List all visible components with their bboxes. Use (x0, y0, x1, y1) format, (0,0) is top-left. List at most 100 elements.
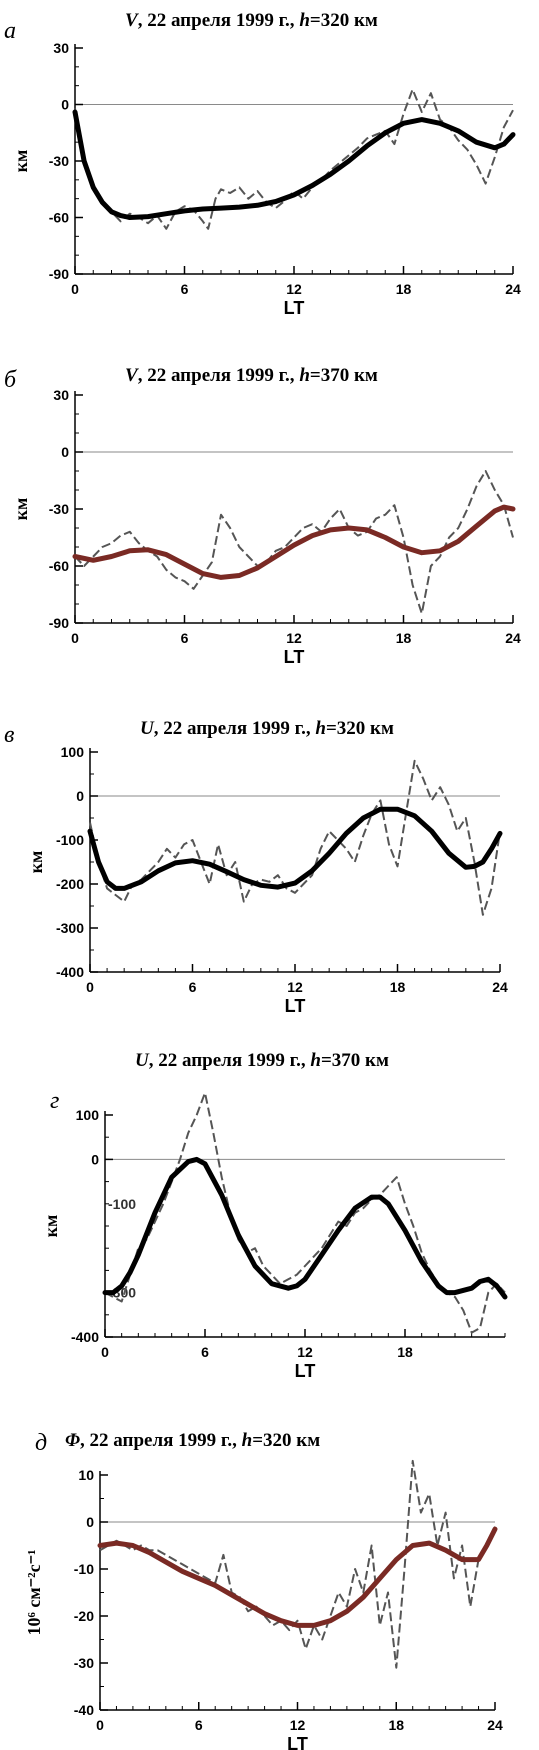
y-tick-label: 10 (78, 1467, 94, 1483)
x-tick-label: 24 (492, 979, 508, 995)
panel-label: г (50, 1088, 60, 1114)
y-axis-label: 10⁶ см⁻²с⁻¹ (24, 1550, 44, 1636)
chart-title: U, 22 апреля 1999 г., h=320 км (140, 718, 394, 740)
x-tick-label: 24 (505, 630, 521, 646)
title-date: , 22 апреля 1999 г., (137, 365, 300, 386)
y-tick-label: 30 (53, 387, 69, 403)
y-tick-label: 0 (76, 788, 84, 804)
data-dashed-line (99, 1459, 496, 1669)
y-tick-label: -10 (74, 1561, 94, 1577)
fit-curve-line (72, 109, 516, 220)
x-axis-label: LT (285, 996, 306, 1016)
data-dashed-line (104, 1091, 506, 1334)
y-axis-label: км (11, 150, 31, 173)
y-tick-label: 0 (91, 1151, 99, 1167)
chart-panel-a: а V, 22 апреля 1999 г., h=320 км -90 -60-… (0, 0, 539, 340)
title-date: , 22 апреля 1999 г., (137, 10, 300, 31)
y-tick-label: 0 (61, 97, 69, 113)
y-tick-label: 30 (53, 40, 69, 56)
y-tick-label: 100 (61, 744, 85, 760)
x-axis-label: LT (284, 647, 305, 667)
y-tick-label: -20 (74, 1608, 94, 1624)
y-axis-label: км (11, 498, 31, 521)
y-tick-label: 0 (86, 1514, 94, 1530)
plot-d: -40 -30 -20 -10 0 10 0 6 12 18 24 LT 10⁶ см⁻²с⁻¹ (24, 1459, 503, 1750)
fit-curve-line (87, 806, 503, 891)
x-tick-label: 6 (189, 979, 197, 995)
x-axis-label: LT (287, 1734, 308, 1750)
plot-v: -400 -300 -200 -100 0 100 0 6 12 18 24 LT км (26, 744, 508, 1016)
y-tick-label: -30 (74, 1655, 94, 1671)
y-tick-label: -60 (49, 558, 69, 574)
panel-label: д (35, 1430, 48, 1456)
x-tick-label: 18 (397, 1344, 413, 1360)
title-altitude: =370 км (309, 365, 378, 386)
chart-panel-g: U, 22 апреля 1999 г., h=370 км г -400 0 10… (0, 1050, 539, 1400)
fit-curve-line (72, 504, 516, 580)
title-h: h (299, 10, 310, 31)
x-tick-label: 12 (290, 1717, 306, 1733)
title-variable: U (135, 1050, 149, 1071)
x-tick-label: 12 (287, 979, 303, 995)
x-tick-label: 6 (181, 281, 189, 297)
title-altitude: =320 км (325, 718, 394, 739)
panel-label: б (4, 367, 17, 393)
y-tick-label: -90 (49, 266, 69, 282)
x-tick-label: 0 (96, 1717, 104, 1733)
x-tick-label: 18 (390, 979, 406, 995)
x-tick-label: 0 (71, 630, 79, 646)
x-tick-label: 12 (286, 281, 302, 297)
chart-panel-d: д Φ, 22 апреля 1999 г., h=320 км -40 -30-… (0, 1400, 539, 1750)
y-tick-label: -30 (49, 501, 69, 517)
x-axis-label: LT (295, 1361, 316, 1381)
x-tick-label: 0 (101, 1344, 109, 1360)
title-h: h (241, 1430, 253, 1451)
title-altitude: =370 км (320, 1050, 389, 1071)
x-tick-label: 0 (86, 979, 94, 995)
chart-panel-v: в U, 22 апреля 1999 г., h=320 км -400 -30… (0, 710, 539, 1060)
x-tick-label: 18 (396, 630, 412, 646)
y-tick-label: -40 (74, 1702, 94, 1718)
panel-label: а (4, 18, 16, 44)
y-tick-label: -90 (49, 615, 69, 631)
x-tick-label: 18 (396, 281, 412, 297)
y-tick-label: -30 (49, 153, 69, 169)
y-tick-label: 100 (76, 1107, 100, 1123)
chart-panel-b: б V, 22 апреля 1999 г., h=370 км -90 -60-… (0, 355, 539, 695)
x-tick-label: 12 (286, 630, 302, 646)
fit-curve-line (102, 1156, 508, 1300)
y-tick-label: -100 (56, 832, 84, 848)
x-tick-label: 24 (487, 1717, 503, 1733)
data-dashed-line (74, 470, 514, 615)
title-altitude: =320 км (252, 1430, 321, 1451)
fit-curve-line (97, 1526, 498, 1628)
y-tick-label: -300 (56, 920, 84, 936)
y-axis-label: км (41, 1215, 61, 1238)
title-date: , 22 апреля 1999 г., (80, 1430, 242, 1451)
title-h: h (310, 1050, 321, 1071)
y-tick-label: -400 (56, 964, 84, 980)
y-tick-label: -200 (56, 876, 84, 892)
y-tick-label: -100 (108, 1196, 136, 1212)
y-tick-label: 0 (61, 444, 69, 460)
title-altitude: =320 км (309, 10, 378, 31)
title-date: , 22 апреля 1999 г., (153, 718, 316, 739)
y-axis-label: км (26, 851, 46, 874)
title-h: h (315, 718, 326, 739)
title-date: , 22 апреля 1999 г., (148, 1050, 311, 1071)
plot-b: -90 -60 -30 0 30 0 6 12 18 24 LT км (11, 387, 521, 667)
panel-label: в (4, 722, 15, 748)
x-axis-label: LT (284, 298, 305, 318)
chart-title: Φ, 22 апреля 1999 г., h=320 км (65, 1430, 320, 1452)
title-variable: U (140, 718, 154, 739)
data-dashed-line (89, 759, 501, 916)
data-dashed-line (74, 88, 514, 230)
plot-a: -90 -60 -30 0 30 0 6 12 18 24 LT км (11, 40, 521, 318)
x-tick-label: 18 (388, 1717, 404, 1733)
title-h: h (299, 365, 310, 386)
x-tick-label: 6 (195, 1717, 203, 1733)
x-tick-label: 12 (297, 1344, 313, 1360)
y-tick-label: -400 (71, 1329, 99, 1345)
x-tick-label: 6 (201, 1344, 209, 1360)
